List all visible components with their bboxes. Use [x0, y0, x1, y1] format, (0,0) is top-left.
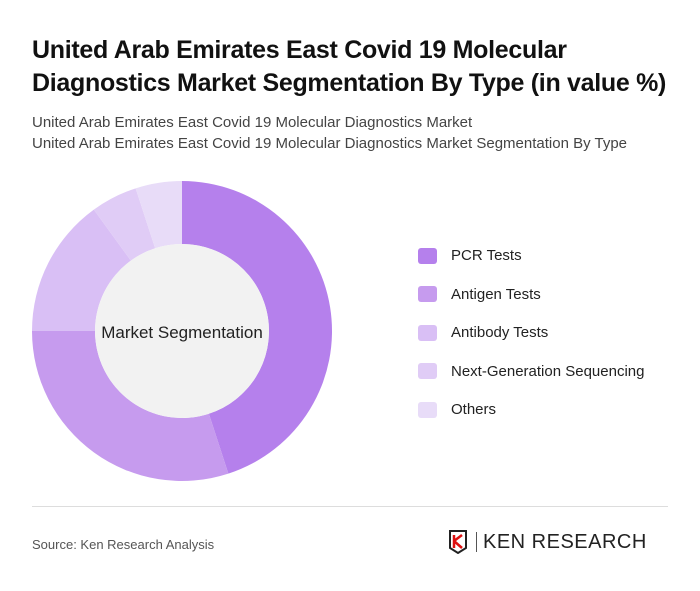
slice-antigen-tests — [32, 331, 229, 481]
legend-label: PCR Tests — [451, 247, 522, 264]
legend-swatch — [418, 247, 437, 264]
legend-swatch — [418, 286, 437, 302]
logo-text: KEN RESEARCH — [476, 532, 647, 552]
legend-swatch — [418, 401, 437, 418]
legend-label: Next-Generation Sequencing — [451, 362, 645, 380]
logo-mark-icon — [449, 530, 467, 554]
source-note: Source: Ken Research Analysis — [32, 537, 215, 552]
legend-label: Antigen Tests — [451, 285, 541, 303]
ken-research-logo: KEN RESEARCH — [448, 530, 647, 554]
slice-antibody-tests — [32, 209, 131, 331]
slice-pcr-tests — [182, 181, 333, 474]
legend-item: Antibody Tests — [418, 323, 644, 342]
chart-subtitle-2: United Arab Emirates East Covid 19 Molec… — [32, 135, 628, 152]
legend-item: Others — [418, 400, 644, 419]
legend-item: Antigen Tests — [418, 285, 644, 304]
legend-swatch — [418, 363, 437, 379]
chart-subtitle-1: United Arab Emirates East Covid 19 Molec… — [32, 114, 473, 131]
legend-label: Antibody Tests — [451, 324, 549, 341]
legend: PCR Tests Antigen Tests Antibody Tests Next… — [418, 246, 644, 439]
divider — [32, 506, 668, 507]
legend-swatch — [418, 324, 437, 341]
center-label: Market Segmentation — [101, 323, 263, 342]
chart-title: United Arab Emirates East Covid 19 Molec… — [32, 36, 667, 97]
legend-label: Others — [451, 401, 497, 418]
legend-item: PCR Tests — [418, 246, 644, 265]
donut-center — [95, 244, 269, 418]
slice-others — [135, 181, 182, 249]
legend-item: Next-Generation Sequencing — [418, 362, 644, 381]
slice-next-generation-sequencing — [93, 188, 156, 261]
